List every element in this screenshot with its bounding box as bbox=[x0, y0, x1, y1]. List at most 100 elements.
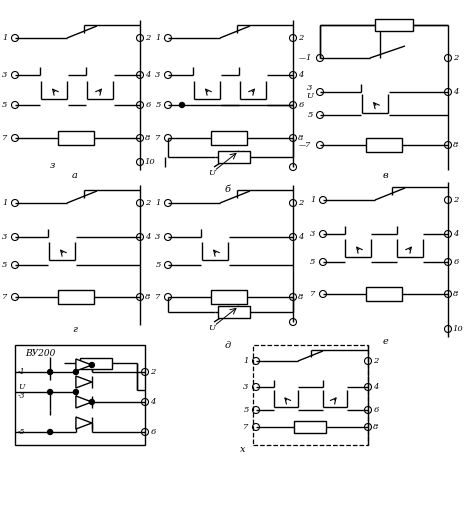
Text: 6: 6 bbox=[145, 101, 151, 109]
Bar bbox=[79, 357, 112, 369]
Text: 6: 6 bbox=[150, 428, 156, 436]
Text: 1: 1 bbox=[156, 199, 161, 207]
Text: 1: 1 bbox=[156, 34, 161, 42]
Bar bbox=[15, 345, 145, 445]
Text: 2: 2 bbox=[145, 199, 151, 207]
Text: 8: 8 bbox=[453, 141, 459, 149]
Text: 6: 6 bbox=[373, 406, 379, 414]
Text: 8: 8 bbox=[145, 293, 151, 301]
Text: 7: 7 bbox=[305, 141, 311, 149]
Text: е: е bbox=[382, 338, 388, 346]
Text: 1: 1 bbox=[310, 196, 316, 204]
Text: 7: 7 bbox=[156, 134, 161, 142]
Text: -1: -1 bbox=[18, 368, 26, 376]
Polygon shape bbox=[76, 359, 92, 371]
Text: U: U bbox=[306, 92, 313, 100]
Text: 7: 7 bbox=[2, 134, 7, 142]
Text: 4: 4 bbox=[298, 71, 304, 79]
Bar bbox=[253, 345, 368, 445]
Text: 4: 4 bbox=[453, 230, 459, 238]
Bar bbox=[294, 421, 326, 433]
Circle shape bbox=[48, 370, 53, 374]
Text: 5: 5 bbox=[2, 261, 7, 269]
Bar bbox=[366, 287, 402, 301]
Bar bbox=[375, 19, 413, 31]
Circle shape bbox=[48, 389, 53, 394]
Text: б: б bbox=[225, 186, 231, 194]
Text: 4: 4 bbox=[298, 233, 304, 241]
Text: 2: 2 bbox=[298, 199, 304, 207]
Text: —: — bbox=[298, 141, 305, 149]
Text: 6: 6 bbox=[298, 101, 304, 109]
Bar bbox=[211, 131, 247, 145]
Text: в: в bbox=[382, 171, 388, 179]
Text: г: г bbox=[72, 326, 78, 334]
Text: 5: 5 bbox=[310, 258, 316, 266]
Text: 3: 3 bbox=[2, 233, 7, 241]
Text: з: з bbox=[50, 160, 55, 170]
Text: 5: 5 bbox=[2, 101, 7, 109]
Text: 4: 4 bbox=[145, 233, 151, 241]
Text: -3: -3 bbox=[18, 392, 26, 400]
Circle shape bbox=[179, 102, 184, 108]
Text: 2: 2 bbox=[453, 196, 459, 204]
Bar bbox=[211, 290, 247, 304]
Text: 2: 2 bbox=[145, 34, 151, 42]
Text: 5: 5 bbox=[307, 111, 313, 119]
Text: 8: 8 bbox=[145, 134, 151, 142]
Text: 3: 3 bbox=[307, 84, 313, 92]
Polygon shape bbox=[76, 417, 92, 429]
Text: 2: 2 bbox=[453, 54, 459, 62]
Text: 3: 3 bbox=[156, 71, 161, 79]
Bar bbox=[366, 138, 402, 152]
Text: 7: 7 bbox=[156, 293, 161, 301]
Text: 7: 7 bbox=[2, 293, 7, 301]
Text: 10: 10 bbox=[453, 325, 463, 333]
Text: 3: 3 bbox=[243, 383, 249, 391]
Text: 1: 1 bbox=[243, 357, 249, 365]
Text: —: — bbox=[298, 54, 305, 62]
Text: а: а bbox=[72, 171, 78, 179]
Circle shape bbox=[73, 370, 78, 374]
Text: 8: 8 bbox=[298, 134, 304, 142]
Text: -5: -5 bbox=[18, 428, 26, 436]
Text: 8: 8 bbox=[373, 423, 379, 431]
Polygon shape bbox=[76, 376, 92, 388]
Text: 7: 7 bbox=[243, 423, 249, 431]
Bar bbox=[58, 290, 94, 304]
Circle shape bbox=[73, 389, 78, 394]
Text: 5: 5 bbox=[156, 261, 161, 269]
Text: 1: 1 bbox=[305, 54, 311, 62]
Text: 3: 3 bbox=[310, 230, 316, 238]
Text: 2: 2 bbox=[298, 34, 304, 42]
Text: 4: 4 bbox=[453, 88, 459, 96]
Text: 8: 8 bbox=[453, 290, 459, 298]
Text: 2: 2 bbox=[150, 368, 156, 376]
Text: х: х bbox=[240, 446, 246, 454]
Text: 4: 4 bbox=[373, 383, 379, 391]
Text: 7: 7 bbox=[310, 290, 316, 298]
Circle shape bbox=[48, 430, 53, 434]
Text: U: U bbox=[208, 169, 215, 177]
Text: 5: 5 bbox=[243, 406, 249, 414]
Circle shape bbox=[89, 362, 94, 368]
Text: U: U bbox=[18, 383, 24, 391]
Bar bbox=[218, 151, 250, 163]
Text: 5: 5 bbox=[156, 101, 161, 109]
Text: 4: 4 bbox=[145, 71, 151, 79]
Text: 10: 10 bbox=[145, 158, 156, 166]
Circle shape bbox=[89, 400, 94, 404]
Text: д: д bbox=[225, 341, 231, 349]
Text: 8: 8 bbox=[298, 293, 304, 301]
Text: 1: 1 bbox=[2, 199, 7, 207]
Bar bbox=[218, 306, 250, 318]
Text: 2: 2 bbox=[373, 357, 379, 365]
Bar bbox=[58, 131, 94, 145]
Text: U: U bbox=[208, 324, 215, 332]
Text: 4: 4 bbox=[150, 398, 156, 406]
Polygon shape bbox=[76, 396, 92, 408]
Text: 1: 1 bbox=[2, 34, 7, 42]
Text: 6: 6 bbox=[453, 258, 459, 266]
Text: 3: 3 bbox=[2, 71, 7, 79]
Text: ВУ200: ВУ200 bbox=[25, 348, 55, 357]
